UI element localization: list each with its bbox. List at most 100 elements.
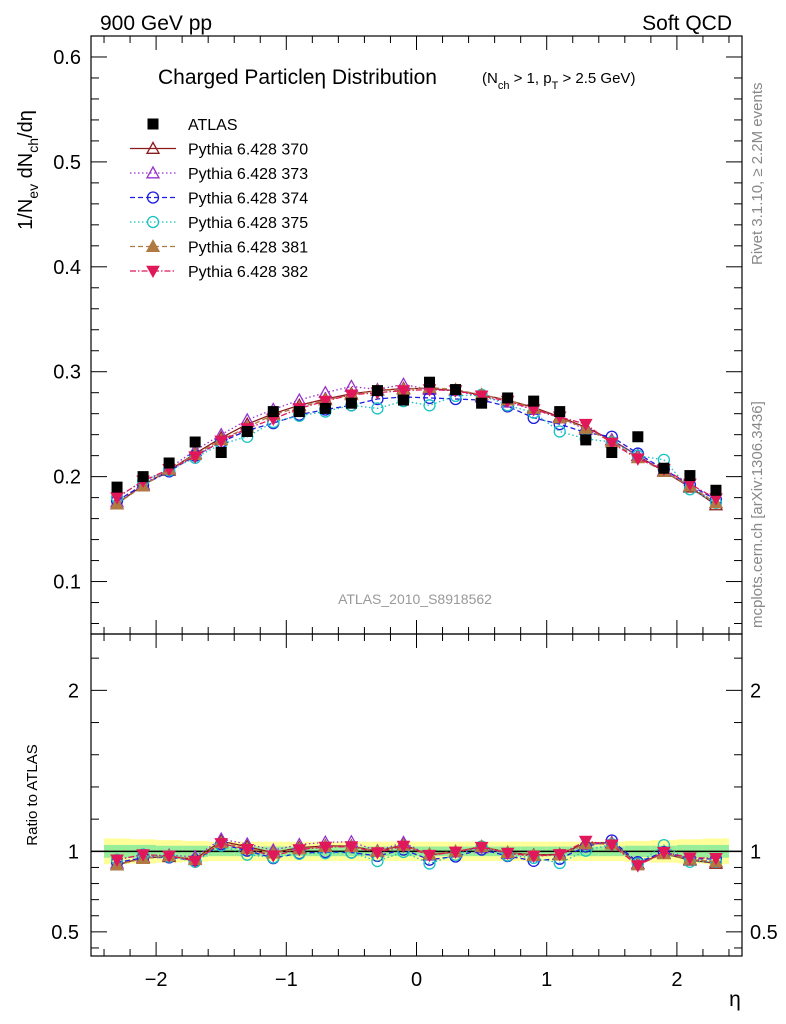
data-point	[684, 470, 696, 482]
y-axis-label: 1/Nev dNch/dη	[15, 110, 41, 230]
series-atlas	[111, 376, 722, 496]
data-point	[371, 385, 383, 397]
data-point	[709, 852, 723, 866]
legend-entry: Pythia 6.428 381	[130, 239, 308, 257]
y-tick-label: 0.4	[53, 257, 81, 279]
data-point	[319, 402, 331, 414]
chart-title-main: Charged Particleη Distribution	[158, 66, 437, 89]
data-point	[344, 841, 359, 854]
data-point	[215, 447, 227, 459]
data-point	[450, 384, 462, 396]
data-point	[214, 838, 229, 851]
data-point	[476, 397, 488, 409]
legend-entry: Pythia 6.428 382	[130, 264, 308, 281]
legend-label: Pythia 6.428 375	[188, 215, 308, 232]
data-point	[145, 165, 161, 179]
x-tick-label: −1	[275, 969, 298, 991]
data-point	[163, 457, 175, 469]
data-point	[240, 844, 255, 857]
data-point	[500, 847, 515, 861]
data-point	[292, 844, 307, 857]
data-point	[553, 425, 566, 438]
data-point	[110, 854, 124, 867]
ratio-y-tick-label: 2	[68, 680, 79, 702]
data-point	[396, 840, 411, 854]
series-4	[109, 380, 724, 510]
data-point	[710, 484, 722, 496]
data-point	[146, 265, 160, 279]
ratio-panel: −2 −1 0 1 2 0.5 0.5 1 1 2 2 Ratio to ATLAS η	[24, 633, 778, 1011]
data-point	[214, 435, 229, 448]
ratio-y-tick-label: 0.5	[51, 922, 79, 944]
data-point	[147, 118, 159, 130]
y-tick-label: 0.2	[53, 467, 81, 489]
data-point	[448, 846, 463, 859]
data-point	[145, 141, 161, 154]
data-point	[267, 406, 279, 418]
y-tick-label: 0.6	[53, 47, 81, 69]
data-point	[136, 849, 150, 862]
data-point	[111, 481, 123, 493]
data-point	[606, 447, 618, 459]
mcplots-label: mcplots.cern.ch [arXiv:1306.3436]	[749, 401, 766, 628]
legend-label: Pythia 6.428 382	[188, 264, 308, 281]
x-tick-label: 2	[671, 969, 682, 991]
data-point	[318, 395, 333, 409]
data-point	[528, 395, 540, 407]
ratio-series-line	[116, 840, 716, 867]
ratio-y-tick-label-right: 1	[750, 841, 761, 863]
watermark: ATLAS_2010_S8918562	[338, 591, 492, 607]
legend-label: Pythia 6.428 381	[188, 240, 308, 257]
y-tick-label: 0.3	[53, 362, 81, 384]
data-point	[683, 852, 697, 865]
legend-label: ATLAS	[188, 117, 238, 134]
data-point	[266, 850, 281, 863]
ratio-y-tick-label-right: 2	[750, 680, 761, 702]
legend-entry: Pythia 6.428 373	[130, 165, 308, 183]
data-point	[188, 855, 203, 869]
data-point	[424, 376, 436, 388]
data-point	[554, 406, 566, 418]
data-point	[188, 451, 203, 464]
data-point	[146, 215, 160, 229]
data-point	[146, 191, 160, 204]
data-point	[241, 426, 253, 438]
series-line	[116, 394, 717, 504]
x-tick-label: −2	[145, 969, 168, 991]
data-point	[578, 418, 593, 432]
data-point	[344, 389, 359, 402]
legend-entry: Pythia 6.428 374	[130, 191, 308, 208]
legend-entry: Pythia 6.428 375	[130, 215, 308, 232]
data-point	[422, 849, 437, 863]
data-point	[658, 462, 670, 474]
legend-entry: ATLAS	[147, 117, 238, 134]
data-point	[397, 394, 409, 406]
ratio-y-axis-label: Ratio to ATLAS	[24, 744, 41, 845]
data-point	[371, 402, 384, 415]
chart-title: Charged Particleη Distribution (Nch > 1,…	[158, 66, 635, 92]
ratio-frame	[90, 633, 743, 957]
data-point	[110, 492, 124, 505]
x-tick-label: 1	[541, 969, 552, 991]
x-axis-label: η	[729, 988, 741, 1011]
series-0	[109, 381, 724, 511]
data-point	[604, 839, 619, 852]
data-point	[578, 835, 593, 849]
data-point	[474, 841, 489, 855]
data-point	[552, 849, 567, 862]
data-point	[526, 850, 541, 864]
data-point	[345, 397, 357, 409]
data-point	[370, 847, 385, 860]
chart-title-cut: (Nch > 1, pT > 2.5 GeV)	[482, 70, 635, 92]
data-point	[474, 390, 489, 403]
legend: ATLAS Pythia 6.428 370 Pythia 6.428 373 Pyt…	[130, 117, 308, 281]
x-tick-label: 0	[411, 969, 422, 991]
data-point	[632, 431, 644, 443]
ratio-series-5	[110, 835, 723, 873]
rivet-label: Rivet 3.1.10, ≥ 2.2M events	[749, 83, 766, 266]
data-point	[189, 436, 201, 448]
data-point	[137, 471, 149, 483]
ratio-y-tick-label-right: 0.5	[750, 922, 778, 944]
data-point	[423, 399, 436, 412]
